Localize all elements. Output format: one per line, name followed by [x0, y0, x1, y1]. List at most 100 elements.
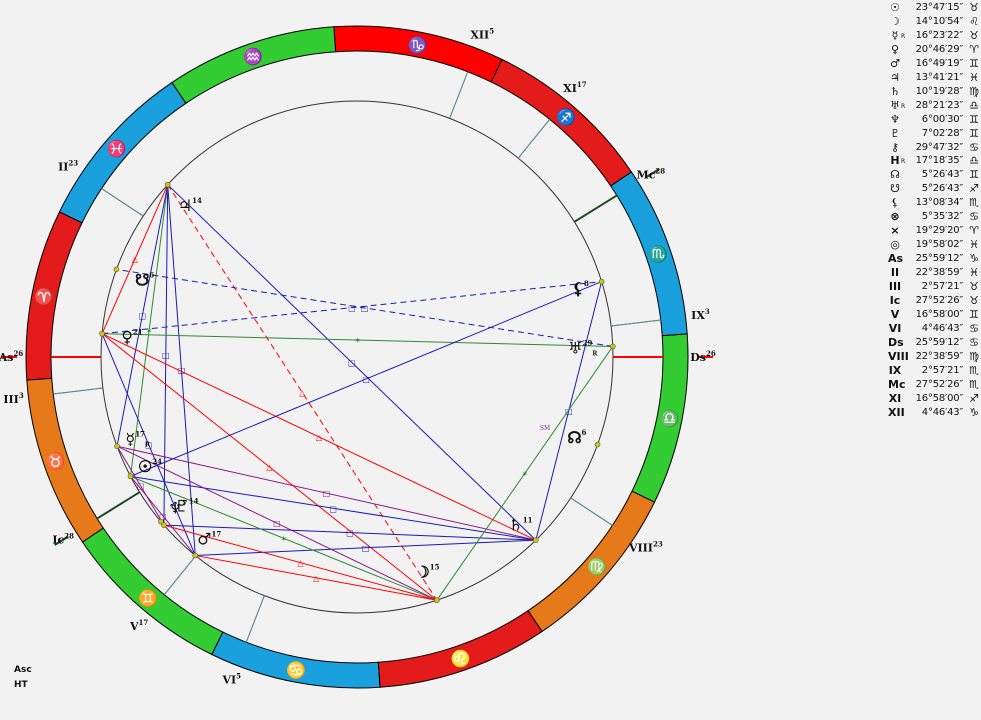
zodiac-sign-glyph: ♉: [46, 452, 66, 471]
zodiac-sign-glyph: ♈: [34, 287, 54, 306]
planet-degree: 21: [133, 327, 143, 336]
position-row: ☽ 14°10′54″ ♌: [884, 15, 981, 29]
aspect-line: [167, 184, 438, 601]
zodiac-ring-glyphs: ♑ ♒ ♓ ♈ ♉ ♊ ♋ ♌ ♍ ♎ ♏ ♐: [34, 35, 679, 679]
planet-dot: [434, 597, 440, 604]
position-row: ♆ 6°00′30″ ♊: [884, 113, 981, 127]
position-sign-glyph: ♍: [969, 84, 979, 98]
planet-glyph: ☋6: [135, 271, 154, 290]
aspect-line: [167, 184, 196, 556]
house-cusp-line: [96, 491, 141, 520]
position-value: 16°58′00″: [915, 308, 964, 320]
house-cusp-tick: [245, 595, 265, 643]
planet-retrograde: R: [592, 351, 598, 358]
planet-dot: [533, 537, 539, 543]
position-body-glyph: III: [888, 280, 902, 293]
house-label: IX3: [691, 307, 710, 322]
position-body-glyph: ♂: [890, 56, 900, 70]
planet-glyph: ☿17R: [125, 430, 151, 449]
house-cusp-tick: [163, 555, 197, 596]
position-row: II 22°38′59″ ♓: [884, 266, 981, 280]
house-label: Ic28: [52, 532, 74, 547]
aspect-line: [163, 184, 169, 526]
position-value: 16°49′19″: [915, 57, 964, 69]
aspect-line: [195, 539, 536, 556]
aspect-line: [130, 184, 169, 477]
house-degree: 5: [236, 672, 241, 681]
position-value: 16°58′00″: [915, 392, 964, 404]
aspect-line: [101, 333, 196, 556]
position-row: ☊ 5°26′43″ ♊: [884, 168, 981, 182]
zodiac-sign-glyph: ♌: [451, 649, 471, 668]
position-sign-glyph: ♊: [969, 56, 979, 70]
position-row: × 19°29′20″ ♈: [884, 224, 981, 238]
planet-glyph: ♇14: [174, 496, 198, 515]
position-sign-glyph: ♊: [969, 112, 979, 126]
position-row: ♂ 16°49′19″ ♊: [884, 57, 981, 71]
position-row: As 25°59′12″ ♑: [884, 252, 981, 266]
position-sign-glyph: ♐: [969, 182, 979, 196]
house-degree: 26: [706, 349, 716, 358]
aspect-marker: △: [299, 388, 306, 397]
aspect-line: [101, 333, 438, 601]
position-row: IX 2°57′21″ ♏: [884, 364, 981, 378]
planet-degree: 17: [211, 529, 221, 538]
aspect-marker: ✶: [521, 469, 528, 478]
house-cusp-tick: [611, 319, 661, 327]
position-body-glyph: IX: [888, 363, 902, 377]
position-row: ◎ 19°58′02″ ♓: [884, 238, 981, 252]
aspect-line: [130, 475, 438, 601]
position-value: 19°29′20″: [915, 225, 964, 237]
zodiac-sign-glyph: ♓: [107, 139, 127, 158]
position-row: V 16°58′00″ ♊: [884, 308, 981, 322]
position-sign-glyph: ♌: [969, 14, 979, 28]
position-sign-glyph: ♈: [969, 42, 979, 56]
planet-degree: 17: [135, 430, 145, 439]
position-body-glyph: ⊗: [890, 210, 900, 224]
aspect-marker: □: [346, 529, 354, 538]
position-value: 27°52′26″: [915, 378, 964, 390]
aspect-marker: □: [348, 304, 356, 313]
position-row: ☉ 23°47′15″ ♉: [884, 1, 981, 15]
position-sign-glyph: ♉: [969, 293, 979, 307]
position-body-glyph: V: [890, 307, 900, 321]
house-degree: 17: [577, 80, 587, 89]
house-label: III3: [3, 391, 23, 406]
position-sign-glyph: ♑: [969, 405, 979, 419]
position-value: 4°46′43″: [921, 406, 963, 418]
planet-glyph: ⚸8: [572, 279, 589, 298]
planet-dot: [609, 343, 616, 350]
aspect-marker: SM: [540, 425, 550, 432]
position-body-glyph: VIII: [888, 349, 909, 363]
aspect-marker: □: [323, 489, 331, 498]
aspect-line: [116, 445, 438, 601]
position-body-glyph: ♇: [890, 126, 900, 140]
house-degree: 17: [139, 618, 149, 627]
planet-degree: 8: [584, 279, 589, 288]
position-value: 5°26′43″: [921, 169, 963, 181]
position-value: 25°59′12″: [915, 336, 964, 348]
aspect-line: [195, 554, 437, 601]
planet-dot: [99, 330, 105, 337]
position-sign-glyph: ♋: [969, 321, 979, 335]
aspect-line: [102, 281, 602, 335]
position-value: 25°59′12″: [915, 253, 964, 265]
planet-dot: [594, 441, 601, 448]
position-body-glyph: XII: [888, 405, 905, 419]
zodiac-sign-glyph: ♊: [138, 588, 158, 607]
position-row: VI 4°46′43″ ♋: [884, 322, 981, 336]
position-row: ♀ 20°46′29″ ♈: [884, 43, 981, 57]
aspect-marker: △: [297, 559, 304, 568]
planet-dot: [161, 522, 167, 528]
position-row: XI 16°58′00″ ♐: [884, 392, 981, 406]
position-sign-glyph: ♑: [969, 252, 979, 266]
aspect-line: [101, 333, 537, 541]
planet-degree: 15: [430, 563, 440, 572]
house-degree: 23: [68, 159, 78, 168]
aspect-line: [101, 184, 169, 334]
position-value: 13°08′34″: [915, 197, 964, 209]
planet-degree: 29: [583, 339, 593, 348]
position-sign-glyph: ♐: [969, 391, 979, 405]
zodiac-sign-segment: [490, 58, 633, 187]
position-value: 23°47′15″: [915, 2, 964, 13]
